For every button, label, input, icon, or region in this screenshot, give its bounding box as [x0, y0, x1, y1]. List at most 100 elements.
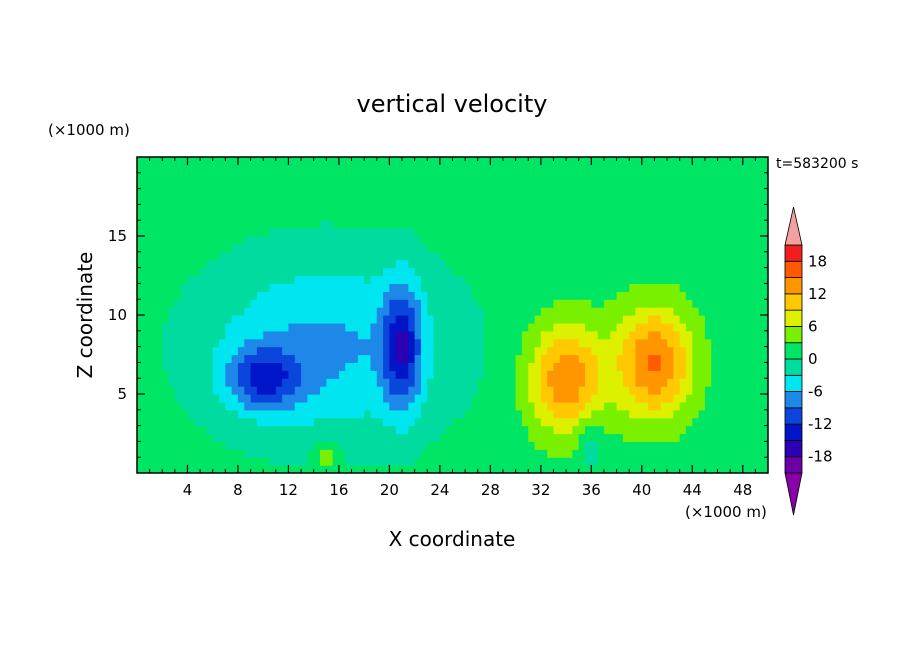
field-cell	[168, 291, 176, 300]
field-cell	[263, 164, 271, 174]
field-cell	[528, 322, 536, 332]
field-cell	[679, 425, 687, 435]
field-cell	[654, 315, 662, 324]
field-cell	[275, 441, 283, 450]
field-cell	[143, 196, 151, 205]
field-cell	[212, 401, 220, 411]
field-cell	[528, 180, 536, 190]
field-cell	[629, 433, 637, 442]
field-cell	[319, 204, 327, 213]
field-cell	[237, 338, 245, 348]
field-cell	[256, 236, 264, 245]
field-cell	[332, 236, 340, 245]
field-cell	[648, 236, 656, 245]
field-cell	[465, 401, 473, 411]
field-cell	[629, 425, 637, 435]
field-cell	[244, 188, 252, 198]
field-cell	[730, 346, 738, 356]
field-cell	[578, 465, 586, 473]
field-cell	[181, 386, 189, 395]
field-cell	[219, 307, 226, 316]
field-cell	[193, 378, 201, 387]
field-cell	[351, 433, 359, 442]
field-cell	[219, 457, 226, 466]
field-cell	[465, 291, 473, 300]
field-cell	[288, 275, 296, 284]
field-cell	[591, 354, 599, 363]
field-cell	[477, 172, 485, 182]
field-cell	[275, 354, 283, 363]
field-cell	[458, 267, 466, 277]
field-cell	[143, 180, 151, 190]
field-cell	[761, 322, 768, 332]
field-cell	[187, 330, 195, 340]
field-cell	[692, 180, 700, 190]
field-cell	[345, 354, 353, 363]
field-cell	[408, 204, 416, 213]
field-cell	[225, 164, 233, 174]
field-cell	[711, 236, 719, 245]
field-cell	[509, 354, 517, 363]
field-cell	[761, 346, 768, 356]
field-cell	[452, 299, 460, 308]
field-cell	[711, 354, 719, 363]
field-cell	[187, 354, 195, 363]
field-cell	[667, 370, 674, 379]
field-cell	[364, 307, 372, 316]
field-cell	[597, 322, 605, 332]
field-cell	[237, 220, 245, 229]
field-cell	[534, 307, 542, 316]
field-cell	[181, 220, 189, 229]
field-cell	[357, 417, 365, 427]
field-cell	[219, 441, 226, 450]
field-cell	[667, 251, 674, 261]
field-cell	[521, 291, 529, 300]
field-cell	[458, 220, 466, 229]
field-cell	[616, 164, 624, 174]
field-cell	[351, 394, 359, 403]
field-cell	[275, 417, 283, 427]
field-cell	[730, 172, 738, 182]
field-cell	[231, 236, 239, 245]
field-cell	[547, 378, 555, 387]
field-cell	[244, 433, 252, 442]
field-cell	[736, 180, 744, 190]
field-cell	[553, 322, 561, 332]
field-cell	[389, 417, 397, 427]
field-cell	[761, 275, 768, 284]
field-cell	[730, 465, 738, 473]
field-cell	[679, 196, 687, 205]
field-cell	[231, 315, 239, 324]
field-cell	[477, 441, 485, 450]
field-cell	[591, 299, 599, 308]
field-cell	[452, 291, 460, 300]
field-cell	[610, 243, 618, 253]
field-cell	[256, 267, 264, 277]
field-cell	[187, 204, 195, 213]
field-cell	[496, 362, 504, 371]
field-cell	[250, 425, 258, 435]
field-cell	[408, 172, 416, 182]
field-cell	[408, 394, 416, 403]
field-cell	[572, 212, 580, 221]
field-cell	[364, 315, 372, 324]
field-cell	[496, 267, 504, 277]
field-cell	[477, 251, 485, 261]
field-cell	[427, 362, 435, 371]
field-cell	[465, 425, 473, 435]
field-cell	[301, 188, 308, 198]
field-cell	[622, 330, 630, 340]
field-cell	[383, 378, 390, 387]
field-cell	[635, 370, 643, 379]
field-cell	[181, 401, 189, 411]
field-cell	[667, 378, 674, 387]
field-cell	[427, 449, 435, 458]
field-cell	[351, 212, 359, 221]
field-cell	[389, 228, 397, 237]
field-cell	[496, 259, 504, 269]
field-cell	[219, 354, 226, 363]
field-cell	[490, 220, 498, 229]
field-cell	[755, 457, 763, 466]
field-cell	[282, 441, 290, 450]
field-cell	[370, 465, 378, 473]
